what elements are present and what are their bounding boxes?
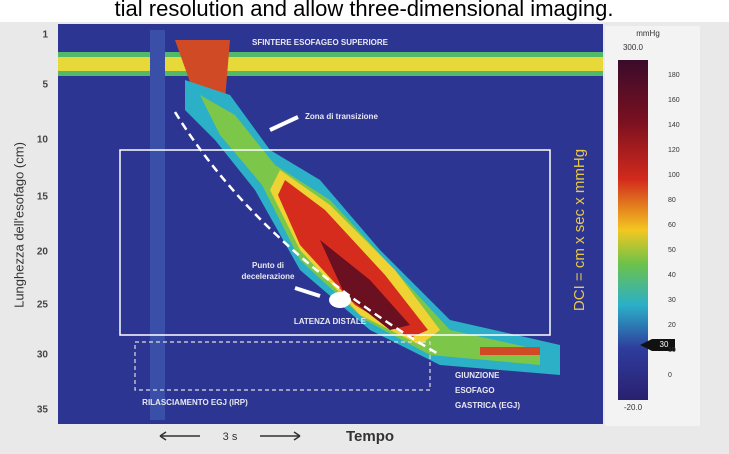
colorbar-tick-label: 100	[668, 172, 680, 179]
colorbar-tick-label: 140	[668, 122, 680, 129]
annotation: Punto di	[252, 261, 284, 270]
y-axis-label: Lunghezza dell'esofago (cm)	[11, 142, 26, 308]
time-scale: 3 s	[223, 431, 238, 443]
annotation: DCI = cm x sec x mmHg	[571, 149, 588, 311]
y-tick-label: 25	[37, 300, 49, 311]
colorbar-min: -20.0	[624, 403, 643, 412]
colorbar-tick-label: 60	[668, 222, 676, 229]
ues-band	[58, 57, 603, 71]
y-tick-label: 15	[37, 192, 49, 203]
y-tick-label: 20	[37, 247, 49, 258]
annotation: GASTRICA (EGJ)	[455, 401, 520, 410]
egj-peak	[480, 347, 540, 355]
annotation: RILASCIAMENTO EGJ (IRP)	[142, 398, 248, 407]
colorbar-tick-label: 0	[668, 372, 672, 379]
annotation: GIUNZIONE	[455, 371, 500, 380]
colorbar-tick-label: 120	[668, 147, 680, 154]
y-tick-label: 1	[42, 30, 48, 41]
x-axis-label: Tempo	[346, 428, 394, 445]
colorbar-unit: mmHg	[636, 29, 660, 38]
colorbar-tick-label: 20	[668, 322, 676, 329]
colorbar-tick-label: 30	[668, 297, 676, 304]
y-tick-label: 30	[37, 350, 49, 361]
annotation: Zona di transizione	[305, 112, 378, 121]
caption: tial resolution and allow three-dimensio…	[115, 0, 614, 21]
catheter-line	[150, 30, 165, 420]
deceleration-point	[329, 292, 351, 308]
annotation: ESOFAGO	[455, 386, 495, 395]
colorbar-tick-label: 40	[668, 272, 676, 279]
screenshot: tial resolution and allow three-dimensio…	[0, 0, 729, 454]
page: tial resolution and allow three-dimensio…	[0, 0, 729, 454]
y-tick-label: 10	[37, 135, 49, 146]
annotation: LATENZA DISTALE	[294, 317, 367, 326]
colorbar-max: 300.0	[623, 43, 644, 52]
y-tick-label: 5	[42, 80, 48, 91]
colorbar-tick-label: 160	[668, 97, 680, 104]
colorbar-tick-label: 80	[668, 197, 676, 204]
annotation: SFINTERE ESOFAGEO SUPERIORE	[252, 38, 389, 47]
colorbar-tick-label: 50	[668, 247, 676, 254]
colorbar-tick-label: 180	[668, 72, 680, 79]
colorbar	[618, 60, 648, 400]
annotation: decelerazione	[242, 272, 295, 281]
y-tick-label: 35	[37, 405, 49, 416]
colorbar-tick-label: 10	[668, 347, 676, 354]
